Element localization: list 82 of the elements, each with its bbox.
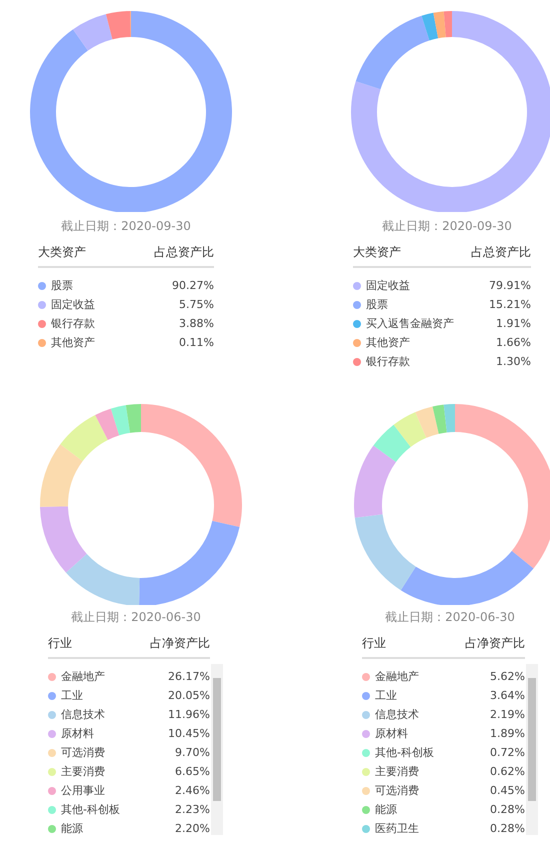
text: 占总资产比 [471,244,531,261]
data-label: 20.05% [168,689,210,702]
data-label: 0.72% [490,746,525,759]
data-label: 0.28% [490,822,525,835]
data-label: 1.89% [490,727,525,740]
legend-label: 医药卫生 [375,821,419,836]
legend-title: 行业 [48,635,72,652]
data-label: 79.91% [489,279,531,292]
legend-label: 固定收益 [366,278,410,293]
legend-label: 股票 [51,278,73,293]
text: 截止日期：2020-06-30 [384,609,516,626]
data-label: 11.96% [168,708,210,721]
legend-label: 工业 [61,688,83,703]
legend-label: 可选消费 [375,783,419,798]
legend-label: 工业 [375,688,397,703]
donut-slice [444,11,452,38]
text: 占净资产比 [465,635,525,652]
data-label: 0.62% [490,765,525,778]
data-label: 9.70% [175,746,210,759]
donut-slice [422,12,438,40]
donut-slice [110,405,130,436]
donut-slice [106,11,130,40]
legend-label: 主要消费 [375,764,419,779]
legend-title: 大类资产 [38,244,86,261]
text: 占净资产比 [150,635,210,652]
text: 截止日期：2020-06-30 [70,609,202,626]
donut-slice [40,506,87,573]
legend-label: 银行存款 [51,316,95,331]
donut-slice [72,14,112,51]
data-label: 2.46% [175,784,210,797]
legend-label: 其他资产 [51,335,95,350]
data-label: 10.45% [168,727,210,740]
legend-label: 买入返售金融资产 [366,316,454,331]
legend-label: 其他资产 [366,335,410,350]
legend-label: 股票 [366,297,388,312]
data-label: 15.21% [489,298,531,311]
legend-label: 信息技术 [375,707,419,722]
donut-slice [66,554,140,605]
legend-label: 固定收益 [51,297,95,312]
data-label: 0.28% [490,803,525,816]
legend-label: 能源 [375,802,397,817]
donut-slice [356,16,430,90]
data-label: 26.17% [168,670,210,683]
legend-label: 金融地产 [61,669,105,684]
donut-slice [433,11,446,38]
legend-label: 公用事业 [61,783,105,798]
donut-slice [139,520,240,605]
data-label: 0.11% [179,336,214,349]
legend-label: 可选消费 [61,745,105,760]
data-label: 3.88% [179,317,214,330]
text: 占总资产比 [154,244,214,261]
data-label: 3.64% [490,689,525,702]
data-label: 1.30% [496,355,531,368]
donut-slice [60,415,108,462]
donut-slice [141,404,242,527]
legend-label: 信息技术 [61,707,105,722]
data-label: 6.65% [175,765,210,778]
legend-label: 能源 [61,821,83,836]
legend-label: 金融地产 [375,669,419,684]
donut-slice [40,444,83,507]
data-label: 5.62% [490,670,525,683]
text: 截止日期：2020-09-30 [381,218,513,235]
data-label: 1.91% [496,317,531,330]
legend-label: 原材料 [375,726,408,741]
text: 截止日期：2020-09-30 [60,218,192,235]
data-label: 2.20% [175,822,210,835]
legend-title: 大类资产 [353,244,401,261]
legend-title: 行业 [362,635,386,652]
data-label: 90.27% [172,279,214,292]
legend-label: 其他-科创板 [375,745,434,760]
donut-slice [30,11,232,212]
legend-label: 主要消费 [61,764,105,779]
data-label: 2.19% [490,708,525,721]
data-label: 2.23% [175,803,210,816]
donut-slice [95,408,120,440]
legend-label: 其他-科创板 [61,802,120,817]
data-label: 0.45% [490,784,525,797]
data-label: 5.75% [179,298,214,311]
legend-label: 银行存款 [366,354,410,369]
legend-label: 原材料 [61,726,94,741]
data-label: 1.66% [496,336,531,349]
donut-slice [126,404,141,433]
